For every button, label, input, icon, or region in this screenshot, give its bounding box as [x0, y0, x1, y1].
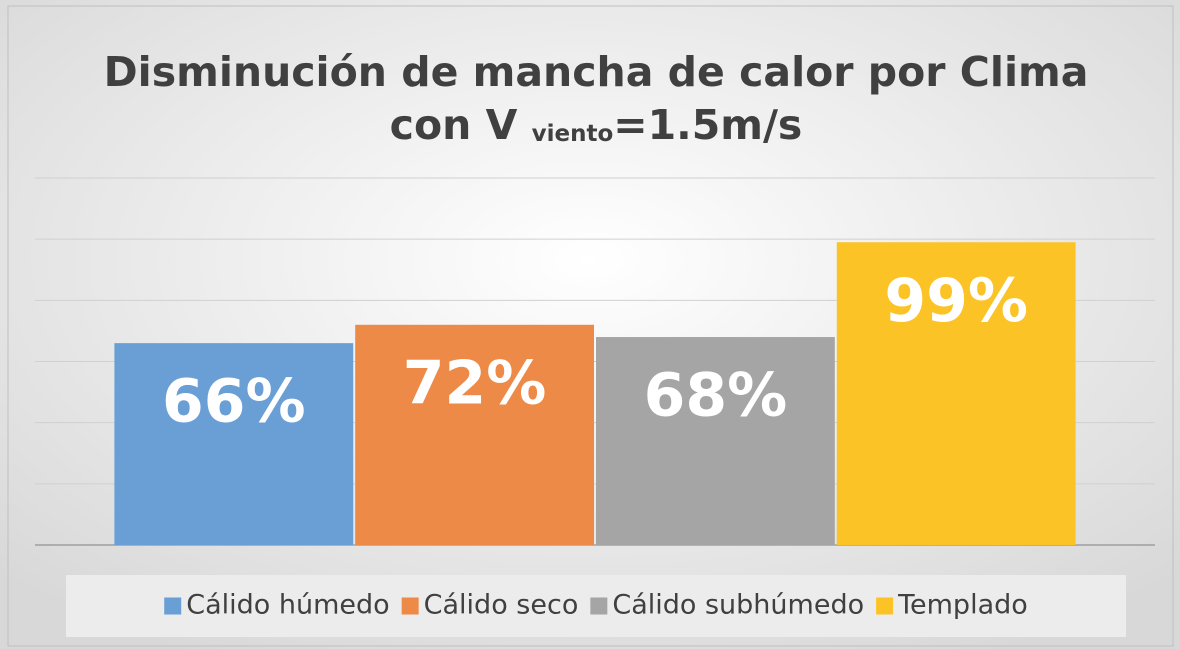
bar	[355, 324, 594, 545]
value-label: 66%	[162, 367, 306, 437]
legend-marker	[590, 597, 608, 615]
chart-title-line2: con V viento=1.5m/s	[390, 101, 803, 149]
legend-marker	[876, 597, 894, 615]
title-part: con V	[390, 101, 518, 149]
title-subscript: viento	[532, 121, 614, 147]
legend-label: Cálido seco	[424, 590, 579, 621]
bar	[836, 242, 1076, 545]
value-label: 72%	[403, 348, 547, 418]
chart-border	[7, 5, 1174, 647]
title-part: =1.5m/s	[613, 101, 802, 149]
value-label: 99%	[884, 266, 1028, 336]
legend-marker	[164, 597, 182, 615]
legend-label: Templado	[897, 590, 1028, 621]
legend-label: Cálido subhúmedo	[612, 590, 864, 621]
legend-label: Cálido húmedo	[186, 590, 389, 621]
bar	[596, 337, 835, 545]
value-label: 68%	[644, 361, 788, 431]
legend-marker	[401, 597, 419, 615]
bar	[114, 343, 354, 545]
chart-title: Disminución de mancha de calor por Clima	[104, 48, 1089, 96]
